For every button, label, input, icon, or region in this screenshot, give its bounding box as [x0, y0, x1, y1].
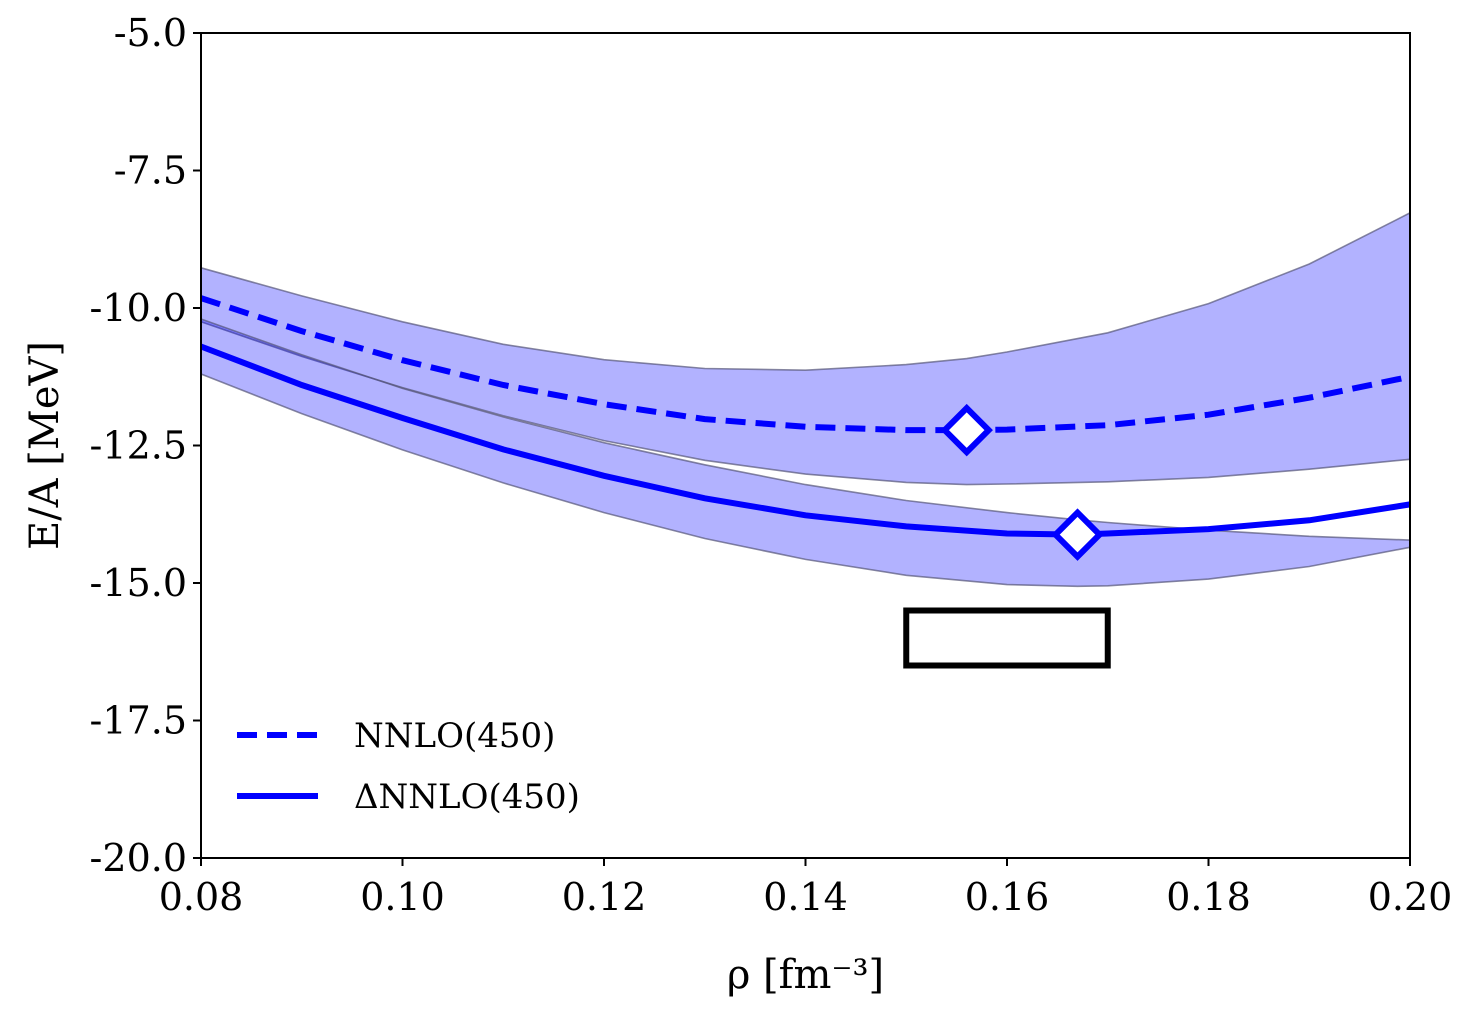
- series-line-1: [199, 343, 1411, 538]
- band-1: [201, 319, 1410, 587]
- x-tick-label: 0.08: [159, 875, 244, 919]
- band-lower-edge-1: [200, 373, 1411, 588]
- saturation-markers: [940, 403, 1104, 561]
- empirical-saturation-box: [903, 607, 1111, 669]
- x-axis-ticks: 0.08 0.10 0.12 0.14 0.16 0.18 0.20: [159, 858, 1453, 919]
- legend-label-nnlo: NNLO(450): [354, 716, 555, 756]
- saturation-point-1: [1051, 508, 1104, 561]
- x-tick-label: 0.16: [965, 875, 1050, 919]
- band-upper-edge-0: [200, 212, 1411, 372]
- y-tick-label: -10.0: [90, 286, 187, 330]
- x-tick-label: 0.14: [763, 875, 848, 919]
- x-tick-label: 0.12: [562, 875, 647, 919]
- legend-label-delta-nnlo: ΔNNLO(450): [354, 777, 580, 817]
- x-tick-label: 0.20: [1368, 875, 1453, 919]
- saturation-point-0: [940, 403, 993, 457]
- y-tick-label: -15.0: [90, 561, 187, 605]
- y-axis-label: E/A [MeV]: [22, 341, 68, 550]
- x-tick-label: 0.10: [360, 875, 445, 919]
- y-tick-label: -5.0: [114, 11, 187, 55]
- band-0: [201, 212, 1410, 485]
- x-axis-label: ρ [fm⁻³]: [727, 952, 884, 998]
- y-tick-label: -17.5: [90, 699, 187, 743]
- y-tick-label: -20.0: [90, 836, 187, 880]
- legend: NNLO(450) ΔNNLO(450): [237, 716, 580, 817]
- series-lines: [199, 295, 1411, 538]
- y-tick-label: -7.5: [114, 149, 187, 193]
- y-axis-ticks: -20.0 -17.5 -15.0 -12.5 -10.0 -7.5 -5.0: [90, 11, 201, 880]
- x-tick-label: 0.18: [1166, 875, 1251, 919]
- series-line-0: [200, 295, 1411, 434]
- y-tick-label: -12.5: [90, 424, 187, 468]
